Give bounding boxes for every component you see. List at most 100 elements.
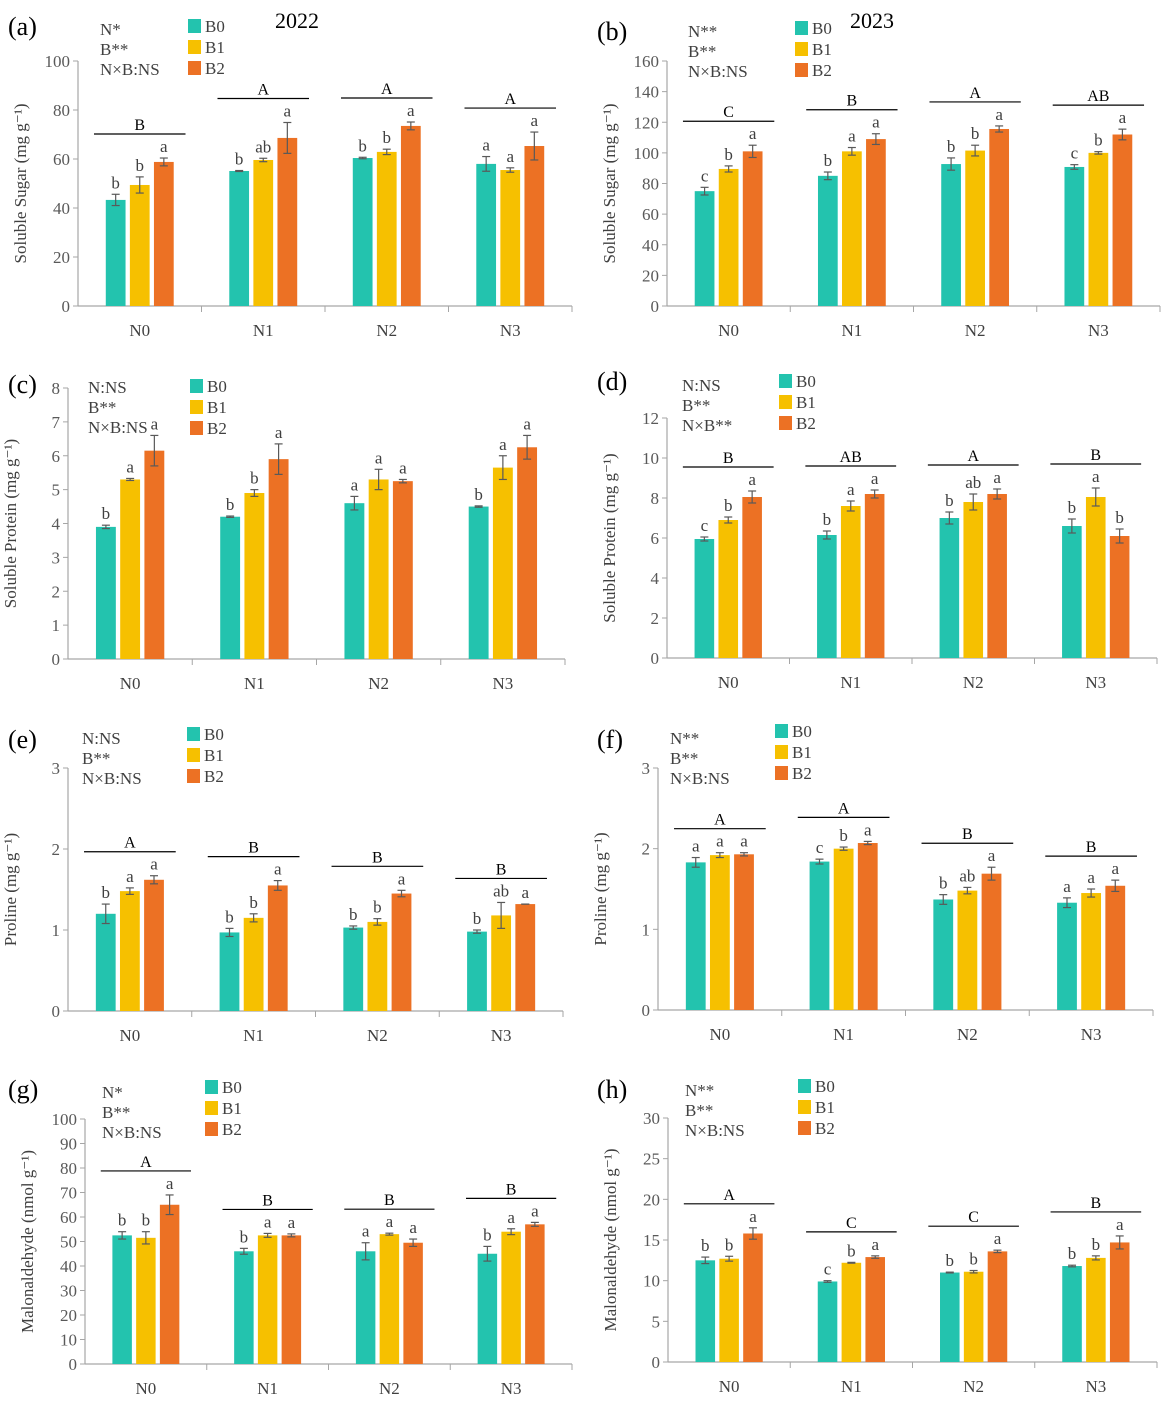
bar-b0-n0 (95, 913, 116, 1011)
legend-label: B0 (222, 1078, 242, 1097)
legend-swatch-b1 (205, 1101, 218, 1115)
bar-b0-n0 (694, 539, 715, 658)
bar-b0-n1 (234, 1251, 254, 1364)
legend-swatch-b0 (187, 727, 200, 741)
panel-label: (g) (8, 1075, 38, 1104)
y-tick-label: 50 (60, 1233, 77, 1252)
bar-b1-n3 (492, 467, 513, 659)
bar-b0-n2 (941, 164, 961, 306)
y-tick-label: 0 (651, 297, 660, 316)
bar-b1-n3 (1085, 497, 1106, 658)
bar-b0-n2 (940, 1272, 960, 1362)
group-letter: A (504, 91, 516, 108)
bar-b2-n2 (400, 125, 421, 306)
significance-letter: c (824, 1260, 832, 1279)
legend-label: B0 (792, 722, 812, 741)
bar-b0-n0 (105, 199, 126, 306)
legend-label: B2 (812, 61, 832, 80)
x-tick-label: N3 (492, 674, 513, 693)
legend-swatch-b2 (779, 416, 792, 430)
legend-label: B2 (796, 414, 816, 433)
y-tick-label: 40 (60, 1257, 77, 1276)
panel-label: (f) (597, 725, 623, 754)
significance-letter: b (474, 485, 483, 504)
group-letter: A (969, 85, 981, 102)
group-letter: A (124, 835, 136, 852)
significance-letter: a (1092, 467, 1100, 486)
bar-b1-n1 (842, 151, 862, 306)
significance-letter: a (523, 414, 531, 433)
legend-swatch-b1 (190, 400, 203, 414)
y-tick-label: 100 (634, 144, 660, 163)
significance-letter: b (483, 1225, 492, 1244)
x-tick-label: N1 (243, 1026, 264, 1045)
legend-swatch-b1 (779, 395, 792, 409)
y-tick-label: 0 (651, 649, 660, 668)
bar-b2-n3 (524, 146, 545, 306)
significance-letter: a (521, 883, 529, 902)
y-tick-label: 1 (52, 921, 61, 940)
y-tick-label: 20 (643, 1190, 660, 1209)
y-tick-label: 2 (642, 840, 651, 859)
y-tick-label: 30 (60, 1282, 77, 1301)
anova-stat: N×B** (682, 416, 732, 435)
bar-b2-n0 (144, 879, 164, 1011)
bar-b0-n1 (220, 516, 241, 659)
bar-b0-n2 (939, 518, 960, 658)
bar-b1-n0 (718, 168, 739, 306)
bar-b2-n2 (392, 481, 413, 659)
significance-letter: a (166, 1174, 174, 1193)
y-tick-label: 70 (60, 1184, 77, 1203)
bar-b2-n1 (268, 459, 289, 659)
y-tick-label: 5 (52, 481, 61, 500)
anova-stat: N** (670, 729, 699, 748)
y-tick-label: 30 (643, 1109, 660, 1128)
bar-b2-n3 (1109, 1242, 1130, 1362)
x-tick-label: N2 (368, 674, 389, 693)
group-letter: B (723, 450, 734, 467)
significance-letter: a (386, 1212, 394, 1231)
significance-letter: a (126, 457, 134, 476)
bar-b0-n0 (95, 526, 116, 659)
significance-letter: b (349, 905, 358, 924)
bar-b2-n0 (734, 854, 754, 1010)
bar-b1-n3 (491, 915, 512, 1011)
bar-b1-n2 (367, 921, 388, 1011)
x-tick-label: N1 (257, 1379, 278, 1398)
x-tick-label: N3 (1085, 673, 1106, 692)
significance-letter: a (264, 1212, 272, 1231)
bar-b1-n1 (257, 1235, 278, 1364)
bar-b1-n1 (833, 848, 854, 1010)
y-tick-label: 3 (52, 548, 61, 567)
legend-label: B2 (207, 419, 227, 438)
significance-letter: b (971, 124, 980, 143)
bar-b1-n1 (841, 1262, 862, 1362)
significance-letter: b (839, 826, 848, 845)
significance-letter: b (250, 469, 259, 488)
legend-swatch-b0 (795, 21, 808, 35)
x-tick-label: N3 (1081, 1025, 1102, 1044)
significance-letter: c (701, 516, 709, 535)
significance-letter: a (1087, 868, 1095, 887)
bar-b2-n1 (865, 1257, 885, 1362)
significance-letter: a (398, 869, 406, 888)
bar-b0-n3 (1064, 166, 1085, 306)
significance-letter: b (111, 173, 120, 192)
significance-letter: a (126, 867, 134, 886)
legend-label: B0 (207, 377, 227, 396)
significance-letter: a (716, 832, 724, 851)
significance-letter: a (409, 1218, 417, 1237)
legend-label: B1 (204, 746, 224, 765)
bar-b1-n0 (719, 1258, 739, 1362)
legend-swatch-b1 (795, 42, 808, 56)
x-tick-label: N2 (963, 1377, 984, 1396)
legend-label: B1 (205, 38, 225, 57)
significance-letter: ab (493, 881, 509, 900)
legend-label: B2 (815, 1119, 835, 1138)
anova-stat: N* (102, 1083, 123, 1102)
x-tick-label: N3 (1085, 1377, 1106, 1396)
group-letter: B (962, 826, 973, 843)
significance-letter: a (274, 860, 282, 879)
